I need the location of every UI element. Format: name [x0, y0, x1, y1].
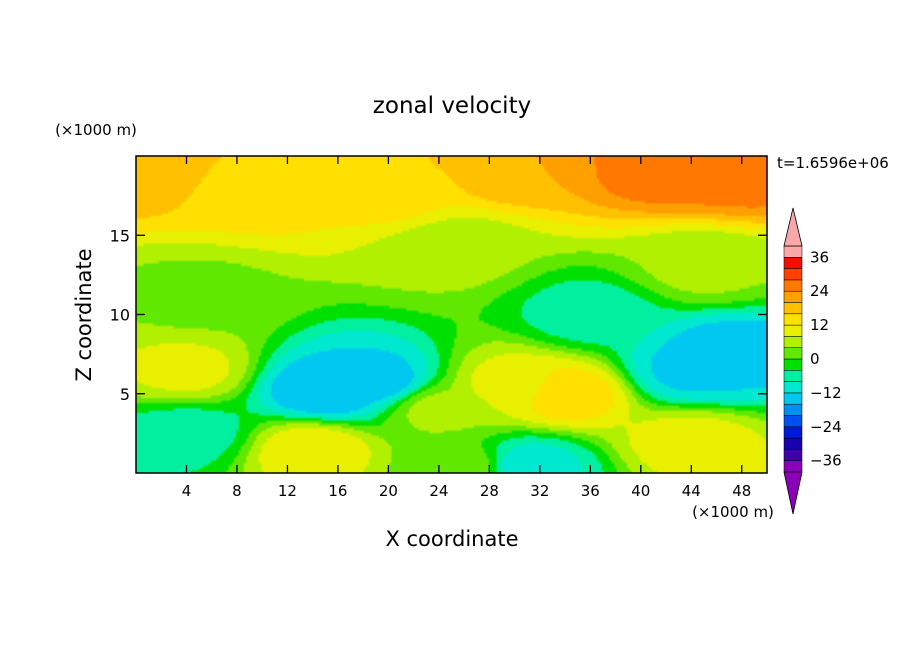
colorbar-swatch — [783, 370, 803, 382]
x-tick-label: 8 — [232, 482, 242, 500]
colorbar-swatch — [783, 268, 803, 281]
colorbar-swatch — [783, 426, 803, 439]
y-axis-ticks: 5 10 15 — [110, 226, 767, 404]
colorbar-tick-label: −36 — [810, 452, 842, 470]
y-tick-label: 15 — [110, 226, 130, 245]
colorbar-swatch — [783, 313, 803, 326]
colorbar-tick-label: −24 — [810, 418, 842, 436]
x-unit-label: (×1000 m) — [692, 503, 774, 521]
colorbar-swatch — [783, 449, 803, 461]
colorbar-swatch — [783, 347, 803, 360]
x-tick-label: 44 — [682, 482, 701, 500]
colorbar-swatch — [783, 336, 803, 348]
colorbar-swatch — [783, 245, 803, 258]
x-tick-label: 32 — [530, 482, 549, 500]
colorbar-swatch — [783, 460, 803, 473]
colorbar-swatch — [783, 324, 803, 337]
colorbar-under-arrow — [783, 471, 803, 515]
y-unit-label: (×1000 m) — [55, 121, 137, 139]
y-tick-label: 10 — [110, 306, 130, 325]
x-tick-label: 28 — [480, 482, 499, 500]
x-tick-label: 24 — [429, 482, 448, 500]
colorbar-swatch — [783, 381, 803, 394]
y-axis-label: Z coordinate — [72, 248, 96, 381]
x-tick-label: 40 — [631, 482, 650, 500]
chart-title: zonal velocity — [373, 93, 531, 119]
contour-field — [136, 156, 767, 473]
colorbar-tick-label: 36 — [810, 248, 829, 266]
x-tick-label: 36 — [581, 482, 600, 500]
colorbar-swatch — [783, 403, 803, 416]
colorbar-swatch — [783, 257, 803, 269]
x-axis-label: X coordinate — [385, 527, 518, 551]
colorbar-swatch — [783, 358, 803, 371]
colorbar-swatch — [783, 279, 803, 292]
time-label: t=1.6596e+06 — [777, 154, 889, 172]
colorbar-swatch — [783, 290, 803, 303]
colorbar-swatch — [783, 392, 803, 405]
x-tick-label: 4 — [182, 482, 192, 500]
x-tick-label: 20 — [379, 482, 398, 500]
colorbar-swatch — [783, 415, 803, 428]
x-tick-label: 16 — [328, 482, 347, 500]
colorbar-swatch — [783, 302, 803, 315]
colorbar-tick-label: 0 — [810, 350, 820, 368]
colorbar-tick-label: −12 — [810, 384, 842, 402]
colorbar-tick-label: 24 — [810, 282, 829, 300]
x-tick-label: 48 — [732, 482, 751, 500]
colorbar-swatch — [783, 437, 803, 450]
contour-fill-image — [136, 156, 767, 473]
y-tick-label: 5 — [120, 385, 130, 404]
colorbar-over-arrow — [783, 207, 803, 247]
x-tick-label: 12 — [278, 482, 297, 500]
x-axis-ticks: 4 8 12 16 20 24 28 32 36 40 44 48 — [182, 156, 751, 500]
colorbar-tick-label: 12 — [810, 316, 829, 334]
colorbar: −36 −24 −12 0 12 24 36 — [783, 207, 842, 515]
